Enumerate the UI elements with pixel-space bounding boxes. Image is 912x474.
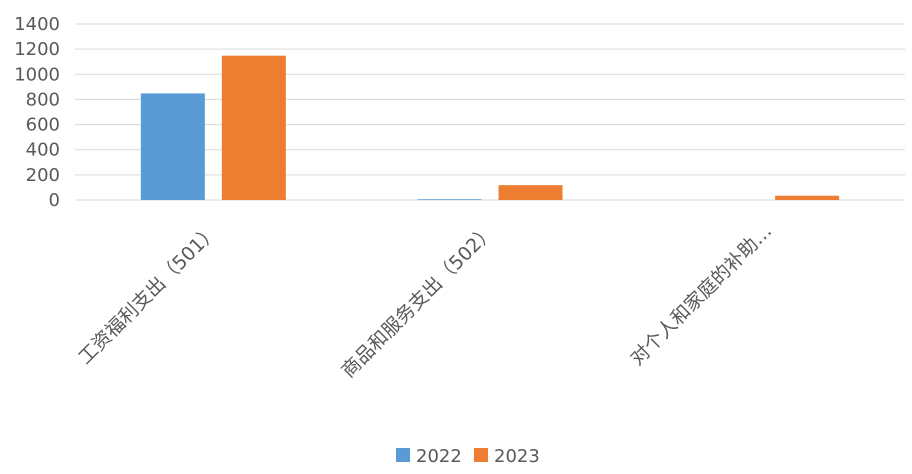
y-tick-label: 600 — [26, 115, 60, 136]
y-tick-label: 1400 — [14, 14, 60, 35]
y-axis-tick-labels: 0 200 400 600 800 1000 1200 1400 — [14, 14, 60, 211]
category-label: 工资福利支出（501） — [74, 220, 223, 369]
y-tick-label: 1200 — [14, 39, 60, 60]
category-label: 对个人和家庭的补助… — [626, 220, 776, 370]
bars — [140, 55, 840, 201]
bar-2022-0 — [140, 93, 205, 200]
legend-swatch-2023 — [474, 448, 488, 462]
y-tick-label: 400 — [26, 140, 60, 161]
y-tick-label: 800 — [26, 89, 60, 110]
legend-label-2022: 2022 — [416, 446, 462, 467]
category-label: 商品和服务支出（502） — [337, 220, 499, 382]
y-tick-label: 0 — [49, 190, 60, 211]
legend-swatch-2022 — [396, 448, 410, 462]
category-labels: 工资福利支出（501） 商品和服务支出（502） 对个人和家庭的补助… — [74, 220, 776, 382]
gridlines — [75, 23, 905, 201]
y-tick-label: 200 — [26, 165, 60, 186]
bar-2023-1 — [498, 185, 563, 200]
bar-2022-1 — [417, 199, 482, 200]
y-tick-label: 1000 — [14, 64, 60, 85]
legend: 2022 2023 — [396, 446, 540, 467]
bar-2023-2 — [775, 195, 840, 200]
legend-label-2023: 2023 — [494, 446, 540, 467]
bar-2023-0 — [221, 55, 286, 201]
